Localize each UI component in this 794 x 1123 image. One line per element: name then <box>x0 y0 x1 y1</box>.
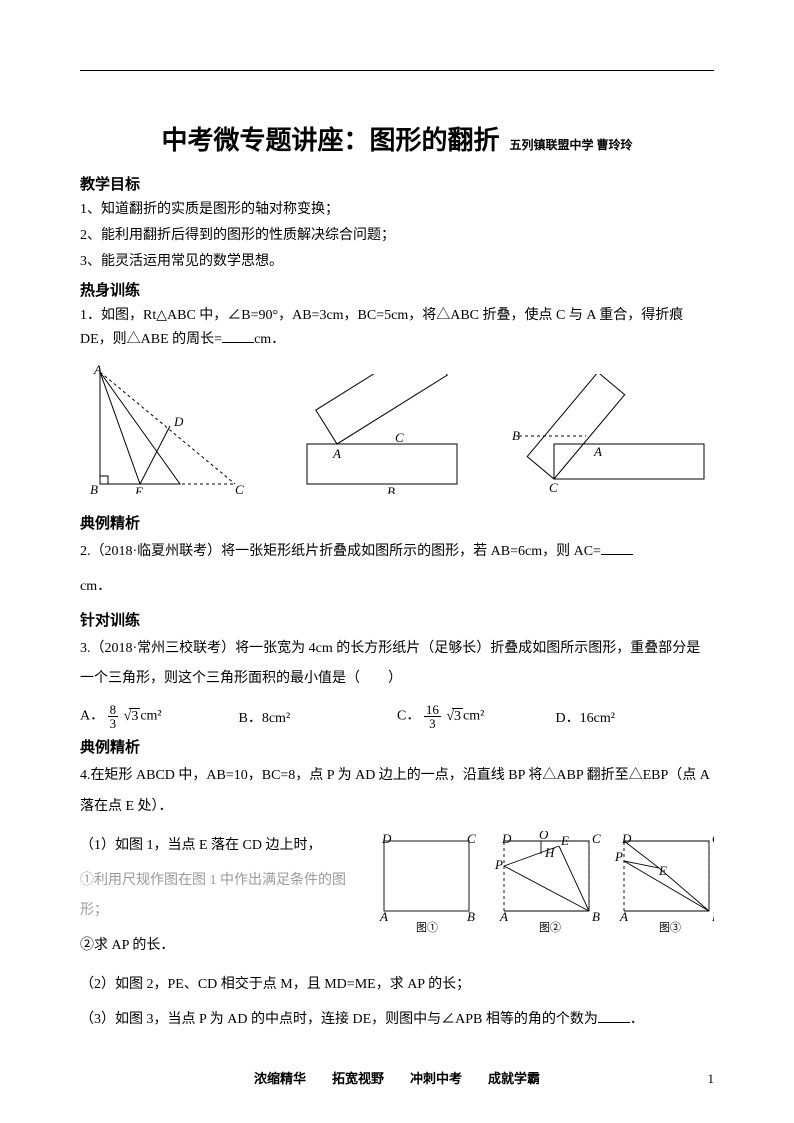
opt-A-frac: 83 <box>108 703 119 730</box>
figure-2: A B C <box>267 374 477 494</box>
goal-2: 2、能利用翻折后得到的图形的性质解决综合问题； <box>80 224 714 248</box>
fig1-A: A <box>93 364 102 377</box>
opt-C-rad: 3 <box>444 708 463 725</box>
figure-4-row: D C A B 图① D C A B <box>374 831 714 946</box>
f41-B: B <box>467 909 475 924</box>
goal-1: 1、知道翻折的实质是图形的轴对称变换； <box>80 198 714 222</box>
q3: 3.（2018·常州三校联考）将一张宽为 4cm 的长方形纸片（足够长）折叠成如… <box>80 634 714 696</box>
fig1-C: C <box>235 482 244 494</box>
f43-D: D <box>621 831 632 846</box>
q1-blank <box>222 328 254 343</box>
f43-P: P <box>614 849 623 864</box>
q1: 1．如图，Rt△ABC 中，∠B=90°，AB=3cm，BC=5cm，将△ABC… <box>80 304 714 352</box>
goals-head: 教学目标 <box>80 173 714 194</box>
fig2-B: B <box>387 484 395 494</box>
opt-C-pre: C． <box>397 709 420 724</box>
f41-cap: 图① <box>416 921 438 934</box>
f43-cap: 图③ <box>659 921 681 934</box>
f43-C: C <box>712 831 714 846</box>
figure-row-1: A B C D E A B C <box>80 364 714 494</box>
page-number: 1 <box>708 1071 715 1087</box>
opt-C-unit: cm² <box>463 709 484 724</box>
f43-A: A <box>619 909 628 924</box>
f42-H: H <box>544 845 555 860</box>
fig1-D: D <box>173 414 184 429</box>
fig1-E: E <box>134 484 143 494</box>
goal-3: 3、能灵活运用常见的数学思想。 <box>80 250 714 274</box>
footer: 浓缩精华 拓宽视野 冲刺中考 成就学霸 <box>0 1068 794 1087</box>
figure-4: D C A B 图① D C A B <box>374 831 714 941</box>
q1-text: 1．如图，Rt△ABC 中，∠B=90°，AB=3cm，BC=5cm，将△ABC… <box>80 308 683 347</box>
fig3-B: B <box>512 428 520 443</box>
q4-3: （3）如图 3，当点 P 为 AD 的中点时，连接 DE，则图中与∠APB 相等… <box>80 1005 714 1036</box>
opt-A-unit: cm² <box>140 709 161 724</box>
warmup-head: 热身训练 <box>80 279 714 300</box>
example-head-2: 典例精析 <box>80 736 714 757</box>
f43-E: E <box>658 863 667 878</box>
opt-D: D．16cm² <box>556 707 715 727</box>
top-rule <box>80 70 714 71</box>
title-sub: 五列镇联盟中学 曹玲玲 <box>510 138 633 152</box>
example-head: 典例精析 <box>80 512 714 533</box>
q4-3-blank <box>598 1008 630 1023</box>
opt-A: A． 83 3cm² <box>80 703 239 730</box>
opt-B: B．8cm² <box>239 707 398 727</box>
f41-C: C <box>467 831 476 846</box>
title-main: 中考微专题讲座：图形的翻折 <box>161 126 499 155</box>
f42-D: D <box>501 831 512 846</box>
f42-P: P <box>494 857 503 872</box>
q4-intro: 4.在矩形 ABCD 中，AB=10，BC=8，点 P 为 AD 边上的一点，沿… <box>80 761 714 823</box>
f43-B: B <box>712 909 714 924</box>
figure-1: A B C D E <box>80 364 250 494</box>
q4-3-text: （3）如图 3，当点 P 为 AD 的中点时，连接 DE，则图中与∠APB 相等… <box>80 1012 598 1027</box>
fig3-C: C <box>549 480 558 494</box>
page: 中考微专题讲座：图形的翻折 五列镇联盟中学 曹玲玲 教学目标 1、知道翻折的实质… <box>0 0 794 1100</box>
f42-O: O <box>539 831 549 842</box>
opt-C: C． 163 3cm² <box>397 703 556 730</box>
q3-options: A． 83 3cm² B．8cm² C． 163 3cm² D．16cm² <box>80 703 714 730</box>
practice-head: 针对训练 <box>80 609 714 630</box>
fig2-A: A <box>332 446 341 461</box>
figure-3: B A C <box>494 374 714 494</box>
f42-A: A <box>499 909 508 924</box>
f42-B: B <box>592 909 600 924</box>
q4-2: （2）如图 2，PE、CD 相交于点 M，且 MD=ME，求 AP 的长； <box>80 970 714 1001</box>
q2-blank <box>601 540 633 555</box>
opt-C-frac: 163 <box>424 703 441 730</box>
f42-cap: 图② <box>539 921 561 934</box>
q1-unit: cm． <box>254 332 285 347</box>
f41-A: A <box>379 909 388 924</box>
fig2-C: C <box>395 430 404 445</box>
f42-E: E <box>560 833 569 848</box>
fig3-A: A <box>593 444 602 459</box>
title-line: 中考微专题讲座：图形的翻折 五列镇联盟中学 曹玲玲 <box>80 120 714 157</box>
q4-3b: ． <box>630 1012 644 1027</box>
q2-text: 2.（2018·临夏州联考）将一张矩形纸片折叠成如图所示的图形，若 AB=6cm… <box>80 544 601 559</box>
fig1-B: B <box>90 482 98 494</box>
q2: 2.（2018·临夏州联考）将一张矩形纸片折叠成如图所示的图形，若 AB=6cm… <box>80 537 714 568</box>
q2-unit: cm． <box>80 572 714 603</box>
f42-C: C <box>592 831 601 846</box>
opt-A-pre: A． <box>80 709 104 724</box>
f41-D: D <box>381 831 392 846</box>
q4-1b-ruler: ②求 AP 的长． <box>80 938 174 953</box>
opt-A-rad: 3 <box>122 708 141 725</box>
